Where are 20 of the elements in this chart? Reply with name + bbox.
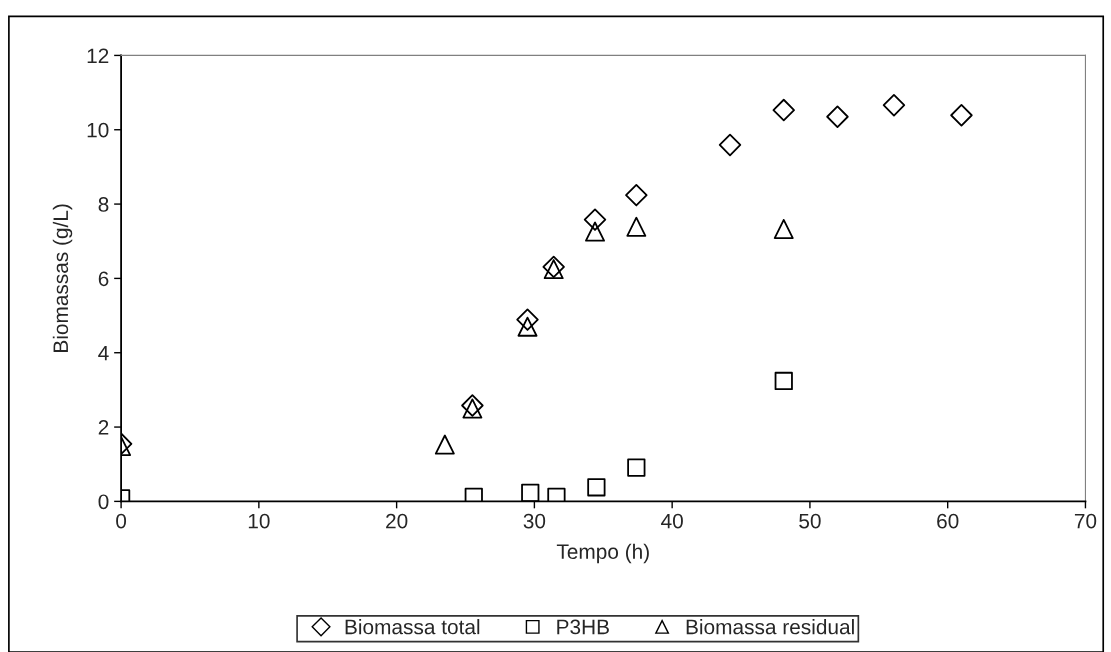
x-tick-label: 20 xyxy=(386,513,408,529)
y-tick-label: 8 xyxy=(98,197,109,212)
x-tick-label: 50 xyxy=(799,513,821,529)
x-tick-label: 60 xyxy=(937,513,959,529)
y-tick-label: 2 xyxy=(98,420,109,435)
legend-label: P3HB xyxy=(557,619,609,635)
x-tick-label: 0 xyxy=(116,513,127,529)
y-tick-label: 0 xyxy=(98,494,109,510)
x-tick-label: 40 xyxy=(661,513,683,529)
y-tick-label: 12 xyxy=(87,48,109,63)
y-tick-label: 4 xyxy=(98,345,109,361)
y-tick-label: 6 xyxy=(98,271,109,287)
y-tick-label: 10 xyxy=(87,122,109,138)
y-axis-title: Biomassas (g/L) xyxy=(52,204,73,352)
legend-label: Biomassa total xyxy=(345,619,480,635)
x-tick-label: 70 xyxy=(1074,513,1097,529)
x-tick-label: 30 xyxy=(523,513,546,529)
legend-label: Biomassa residual xyxy=(686,619,854,635)
x-axis-title: Tempo (h) xyxy=(556,543,649,564)
x-tick-label: 10 xyxy=(248,513,270,529)
